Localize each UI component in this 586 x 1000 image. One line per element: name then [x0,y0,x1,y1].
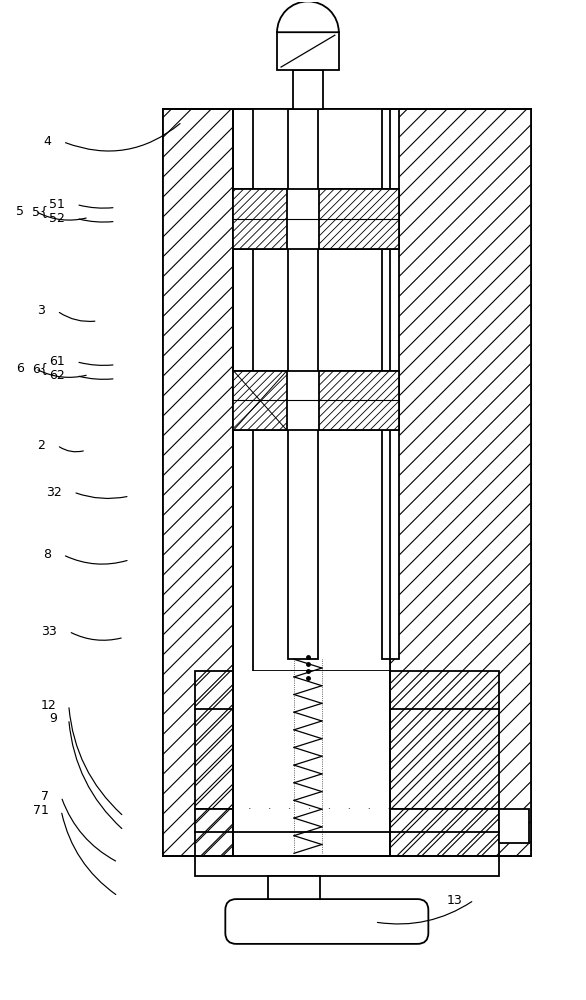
Text: 32: 32 [46,486,62,499]
Text: 9: 9 [49,712,57,725]
Bar [163,109,531,856]
Bar [390,109,531,856]
Bar [319,371,400,430]
Bar [233,671,390,809]
Bar [196,856,499,876]
Text: 6{: 6{ [32,362,48,375]
Text: 4: 4 [43,135,51,148]
Bar [233,809,390,856]
Bar [268,876,320,910]
FancyBboxPatch shape [226,899,428,944]
Bar [233,109,390,856]
Text: 5: 5 [16,205,23,218]
Bar [319,189,400,249]
Text: 33: 33 [41,625,57,638]
Text: 52: 52 [49,212,64,225]
Text: 5{: 5{ [32,205,48,218]
Bar [196,671,499,809]
Text: 3: 3 [38,304,45,317]
Bar [163,109,233,856]
Bar [390,109,531,856]
Text: 2: 2 [38,439,45,452]
Text: 12: 12 [41,699,57,712]
Bar [233,109,253,856]
Bar [381,109,400,659]
Bar [233,371,287,430]
Text: 6: 6 [16,362,23,375]
Text: 71: 71 [33,804,49,817]
Bar [288,109,318,659]
Bar [277,32,339,70]
Bar [499,809,529,843]
Bar [233,189,287,249]
Text: 13: 13 [447,894,462,907]
Bar [293,70,323,109]
Bar [233,371,400,430]
Wedge shape [277,1,339,32]
Text: 8: 8 [43,548,51,561]
Text: 51: 51 [49,198,64,211]
Text: 7: 7 [41,790,49,803]
Text: 62: 62 [49,369,64,382]
Text: 61: 61 [49,355,64,368]
Bar [163,109,233,856]
Bar [233,189,400,249]
Bar [196,809,499,856]
